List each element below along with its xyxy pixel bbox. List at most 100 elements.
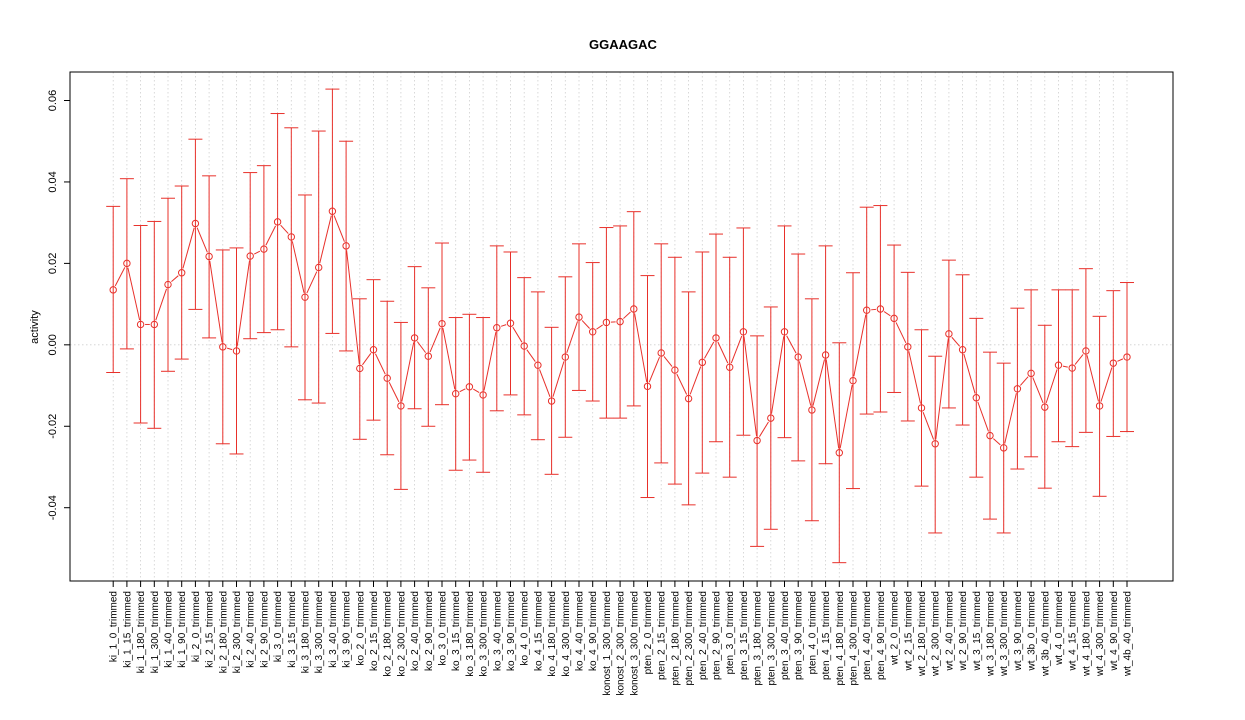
- data-point: [945, 330, 953, 338]
- line-segment: [1117, 358, 1124, 362]
- line-segment: [798, 361, 812, 406]
- data-point: [109, 286, 117, 294]
- x-tick-label: konost_3_300_trimmed: [629, 591, 640, 696]
- data-point: [301, 293, 309, 301]
- line-segment: [812, 359, 825, 406]
- data-point: [479, 391, 487, 399]
- data-point: [739, 328, 748, 336]
- line-segment: [743, 336, 758, 437]
- x-tick-label: ko_3_0_trimmed: [438, 591, 449, 665]
- line-segment: [1100, 367, 1113, 402]
- line-segment: [704, 341, 715, 359]
- line-segment: [442, 327, 456, 390]
- x-tick-label: wt_2_0_trimmed: [890, 591, 901, 666]
- x-tick-label: wt_4_180_trimmed: [1081, 591, 1092, 677]
- data-point: [1013, 385, 1022, 393]
- line-segment: [634, 313, 648, 383]
- data-point: [191, 219, 200, 228]
- line-segment: [853, 314, 867, 377]
- x-tick-label: ki_3_0_trimmed: [273, 591, 284, 662]
- x-tick-label: pten_4_180_trimmed: [835, 591, 846, 686]
- data-point: [150, 320, 159, 329]
- x-tick-label: pten_3_40_trimmed: [780, 591, 791, 680]
- y-tick-label: -0.04: [47, 495, 59, 520]
- data-point: [931, 440, 939, 448]
- line-segment: [1032, 377, 1044, 404]
- x-tick-label: ki_2_40_trimmed: [246, 591, 257, 668]
- data-point: [178, 269, 186, 277]
- data-point: [671, 366, 679, 374]
- data-point: [506, 319, 515, 327]
- data-point: [808, 406, 816, 414]
- line-segment: [566, 321, 579, 353]
- data-point: [232, 347, 241, 355]
- data-point: [465, 383, 474, 391]
- data-point: [369, 346, 378, 354]
- x-tick-label: ko_4_15_trimmed: [533, 591, 544, 671]
- line-segment: [993, 438, 1001, 446]
- x-axis: ki_1_0_trimmed ki_1_15_trimmed ki_1_180_tr…: [109, 581, 1134, 696]
- line-segment: [473, 388, 480, 394]
- x-tick-label: wt_2_40_trimmed: [944, 591, 955, 671]
- plot-frame: [69, 71, 1174, 582]
- x-tick-label: pten_2_40_trimmed: [698, 591, 709, 680]
- data-point: [767, 414, 775, 422]
- x-tick-label: konost_2_300_trimmed: [616, 591, 627, 696]
- line-segment: [676, 373, 688, 395]
- x-tick-label: pten_4_300_trimmed: [849, 591, 860, 686]
- x-tick-label: ki_1_0_trimmed: [109, 591, 120, 662]
- line-segment: [127, 267, 141, 321]
- data-point: [602, 318, 611, 327]
- data-point: [246, 252, 254, 260]
- x-tick-label: konost_1_300_trimmed: [602, 591, 613, 696]
- x-tick-label: pten_4_15_trimmed: [821, 591, 832, 680]
- line-segment: [1045, 369, 1058, 404]
- data-point: [958, 346, 967, 354]
- x-tick-label: wt_2_180_trimmed: [917, 591, 928, 677]
- line-segment: [155, 288, 168, 321]
- line-segment: [114, 267, 126, 287]
- data-point: [1041, 403, 1049, 411]
- data-point: [397, 402, 405, 410]
- y-tick-label: 0.02: [47, 253, 59, 274]
- line-segment: [209, 260, 223, 343]
- data-point: [684, 394, 693, 403]
- line-segment: [839, 384, 853, 449]
- data-point: [1068, 364, 1076, 372]
- line-segment: [759, 421, 769, 437]
- line-segment: [963, 353, 976, 394]
- x-tick-label: wt_4b_40_trimmed: [1123, 591, 1134, 677]
- data-point: [342, 242, 350, 250]
- x-tick-label: ki_3_90_trimmed: [342, 591, 353, 668]
- data-point: [164, 280, 172, 289]
- line-segment: [648, 356, 660, 383]
- x-tick-label: ki_3_180_trimmed: [301, 591, 312, 673]
- x-tick-label: ki_1_15_trimmed: [122, 591, 133, 668]
- line-segment: [319, 215, 332, 264]
- x-tick-label: ki_3_40_trimmed: [328, 591, 339, 668]
- x-tick-label: wt_3_90_trimmed: [1013, 591, 1024, 671]
- x-tick-label: ko_2_0_trimmed: [355, 591, 366, 665]
- x-tick-label: wt_3_180_trimmed: [986, 591, 997, 677]
- data-point: [219, 343, 227, 351]
- line-segment: [1062, 365, 1068, 368]
- x-tick-label: ko_4_0_trimmed: [520, 591, 531, 665]
- line-segment: [786, 335, 797, 354]
- data-point: [712, 334, 720, 342]
- line-segment: [539, 369, 551, 397]
- y-tick-label: 0.06: [47, 90, 59, 111]
- x-tick-label: wt_4_300_trimmed: [1095, 591, 1106, 677]
- line-segment: [1086, 355, 1099, 402]
- data-point: [452, 389, 460, 398]
- x-tick-label: wt_4_15_trimmed: [1068, 591, 1079, 671]
- x-tick-label: ko_3_300_trimmed: [479, 591, 490, 677]
- x-tick-label: ko_2_90_trimmed: [424, 591, 435, 671]
- x-tick-label: pten_3_300_trimmed: [766, 591, 777, 686]
- x-tick-label: ki_2_180_trimmed: [218, 591, 229, 673]
- x-tick-label: ko_4_40_trimmed: [575, 591, 586, 671]
- line-segment: [730, 335, 743, 364]
- line-segment: [825, 359, 840, 449]
- x-tick-label: ki_2_300_trimmed: [232, 591, 243, 673]
- data-point: [273, 218, 282, 226]
- x-tick-label: ko_2_180_trimmed: [383, 591, 394, 677]
